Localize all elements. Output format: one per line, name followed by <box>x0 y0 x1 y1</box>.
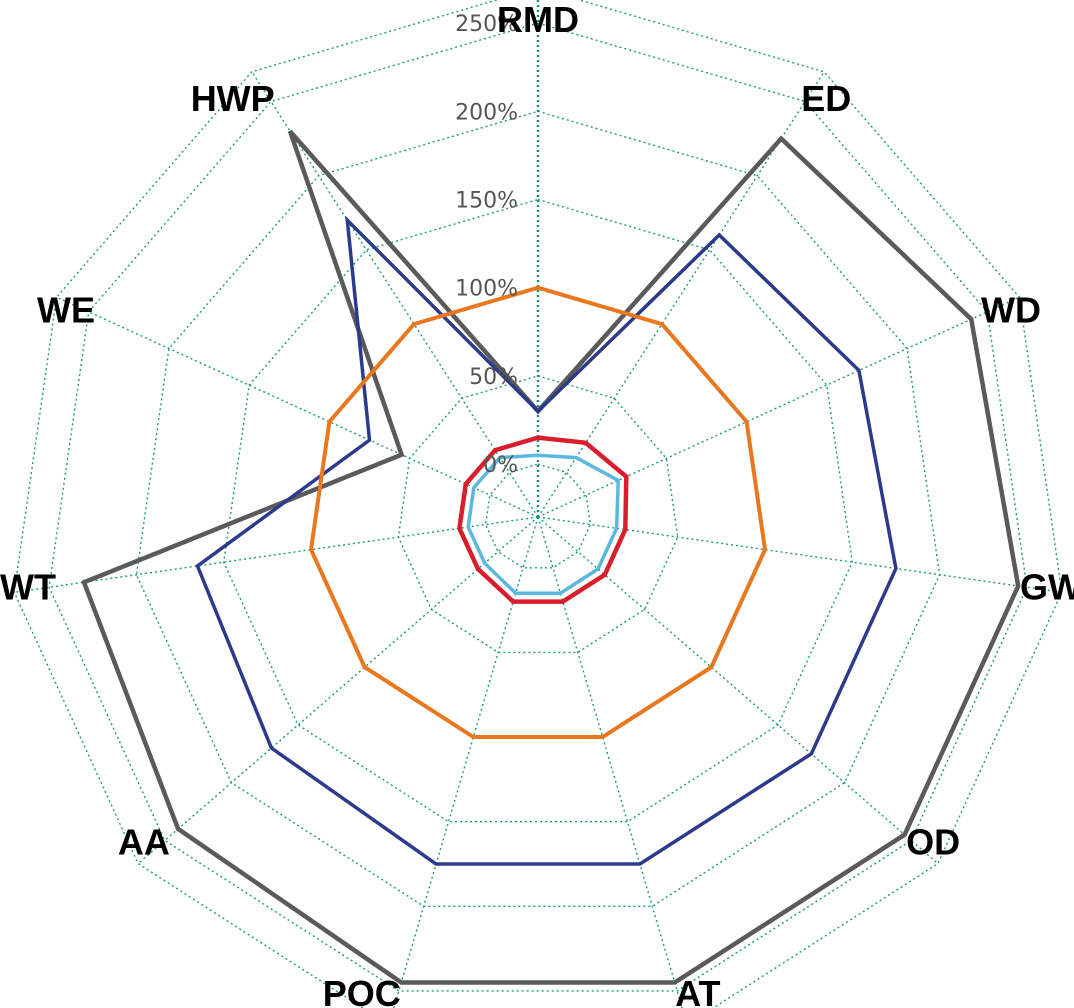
axis-label-hwp: HWP <box>191 78 275 119</box>
axis-label-we: WE <box>37 290 95 331</box>
spoke-hwp <box>251 71 539 518</box>
spoke-at <box>537 516 683 1008</box>
series-line-5 <box>466 453 620 595</box>
tick-label: 100% <box>455 277 518 302</box>
grid-ring-1 <box>397 375 679 654</box>
axis-label-wt: WT <box>0 567 56 608</box>
spoke-aa <box>137 516 539 865</box>
grid-ring-6 <box>13 0 1063 1008</box>
grid-ring-3 <box>222 198 854 823</box>
axis-label-ed: ED <box>801 78 851 119</box>
axis-label-rmd: RMD <box>497 0 579 40</box>
spoke-wt <box>14 516 539 593</box>
tick-label: 250% <box>455 12 518 37</box>
axis-label-wd: WD <box>981 290 1041 331</box>
series-line-3 <box>308 285 768 739</box>
series-line-2 <box>195 215 898 866</box>
spoke-wd <box>537 296 1020 518</box>
spoke-we <box>56 296 539 518</box>
tick-label: 50% <box>469 365 518 390</box>
axis-label-aa: AA <box>118 822 170 863</box>
spoke-od <box>537 516 939 865</box>
tick-label-layer: 0% 50% 100% 150% 200% 250% <box>455 12 518 478</box>
spoke-gw <box>537 516 1062 593</box>
spoke-poc <box>393 516 539 1008</box>
tick-label: 200% <box>455 100 518 125</box>
series-line-4 <box>457 435 629 604</box>
tick-label: 150% <box>455 189 518 214</box>
series-line-1 <box>81 129 1021 985</box>
tick-label: 0% <box>483 453 518 478</box>
axis-label-at: AT <box>675 973 720 1008</box>
axis-label-gw: GW <box>1020 567 1074 608</box>
axis-label-od: OD <box>906 822 960 863</box>
series-layer <box>81 129 1021 985</box>
axis-label-poc: POC <box>323 973 401 1008</box>
grid-layer <box>13 0 1063 1008</box>
grid-ring-4 <box>135 110 941 907</box>
grid-ring-5 <box>48 22 1028 992</box>
